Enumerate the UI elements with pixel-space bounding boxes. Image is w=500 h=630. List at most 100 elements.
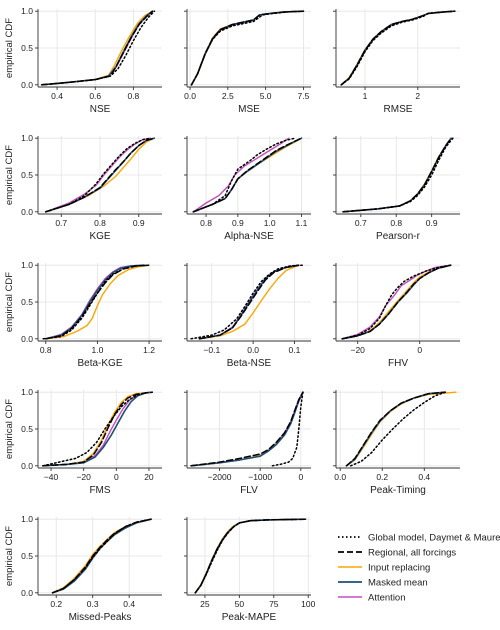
x-tick-label: 0.8: [127, 91, 139, 101]
x-tick-label: 2.5: [222, 91, 234, 101]
x-tick-label: −0.1: [203, 345, 220, 355]
series-line-global: [340, 10, 456, 86]
series-line-global: [51, 518, 152, 594]
series-line-regional: [192, 137, 303, 213]
y-tick-label: 1.0: [21, 133, 33, 143]
x-tick-label: 50: [235, 599, 245, 609]
x-axis-title: Peak-MAPE: [222, 612, 277, 623]
panel-kge: 0.7 0.8 0.9 0.0 0.5 1.0 KGE empirical CDF: [4, 133, 162, 242]
series-line-global: [349, 391, 447, 467]
x-tick-label: 0.0: [334, 472, 346, 482]
x-tick-label: 0.3: [87, 599, 99, 609]
x-tick-label: 1.1: [296, 218, 308, 228]
y-axis-title: empirical CDF: [4, 272, 15, 332]
series-line-global: [42, 391, 150, 467]
series-line-regional: [42, 391, 153, 467]
y-tick-label: 0.0: [21, 334, 33, 344]
legend: Global model, Daymet & Maurer Regional, a…: [338, 533, 500, 604]
legend-label: Input replacing: [368, 563, 430, 574]
series-line-input: [45, 264, 150, 340]
y-axis-title: empirical CDF: [4, 145, 15, 205]
x-axis-title: Pearson-r: [376, 231, 421, 242]
y-tick-label: 1.0: [21, 387, 33, 397]
series-line-attention: [192, 137, 290, 213]
y-axis-title: empirical CDF: [4, 526, 15, 586]
x-tick-label: 1.2: [143, 345, 155, 355]
x-axis-title: RMSE: [384, 104, 413, 115]
series-line-global: [194, 518, 307, 594]
y-tick-label: 0.5: [21, 170, 33, 180]
x-tick-label: 100: [301, 599, 315, 609]
series-line-global: [190, 10, 305, 86]
y-tick-label: 0.5: [21, 424, 33, 434]
x-axis-title: FLV: [240, 485, 258, 496]
x-tick-label: −40: [44, 472, 59, 482]
x-tick-label: 0.7: [355, 218, 367, 228]
series-line-global: [42, 264, 150, 340]
legend-item-regional: Regional, all forcings: [338, 548, 456, 559]
x-tick-label: 7.5: [298, 91, 310, 101]
panel-pearson-r: 0.7 0.8 0.9 Pearson-r: [333, 136, 460, 242]
x-tick-label: 0.8: [94, 218, 106, 228]
x-axis-title: MSE: [238, 104, 260, 115]
x-tick-label: 0: [298, 472, 303, 482]
series-group: [190, 264, 304, 340]
y-tick-label: 1.0: [21, 6, 33, 16]
y-axis-title: empirical CDF: [4, 18, 15, 78]
x-axis-title: Beta-NSE: [227, 358, 272, 369]
x-tick-label: 20: [144, 472, 154, 482]
series-line-input: [198, 264, 300, 340]
series-line-regional: [345, 391, 447, 467]
legend-item-input: Input replacing: [338, 563, 430, 574]
x-tick-label: 0.9: [232, 218, 244, 228]
x-axis-title: Missed-Peaks: [69, 612, 132, 623]
series-group: [190, 10, 305, 86]
y-tick-label: 0.5: [21, 297, 33, 307]
x-tick-label: 0.0: [184, 91, 196, 101]
series-group: [44, 137, 156, 213]
y-tick-label: 1.0: [21, 260, 33, 270]
panel-mse: 0.0 2.5 5.0 7.5 MSE: [184, 9, 311, 115]
x-tick-label: 0.2: [376, 472, 388, 482]
x-tick-label: −2000: [208, 472, 232, 482]
x-tick-label: 75: [269, 599, 279, 609]
legend-item-attention: Attention: [338, 593, 406, 604]
legend-item-global: Global model, Daymet & Maurer: [338, 533, 500, 544]
x-axis-title: Alpha-NSE: [224, 231, 274, 242]
legend-label: Global model, Daymet & Maurer: [368, 533, 500, 544]
x-axis-title: FHV: [388, 358, 408, 369]
x-tick-label: −20: [76, 472, 91, 482]
legend-label: Regional, all forcings: [368, 548, 456, 559]
series-line-global: [341, 264, 452, 340]
x-tick-label: 1.0: [92, 345, 104, 355]
x-tick-label: 0.8: [40, 345, 52, 355]
x-tick-label: 5.0: [260, 91, 272, 101]
x-tick-label: 1: [363, 91, 368, 101]
x-tick-label: 0.1: [289, 345, 301, 355]
series-line-global: [271, 391, 304, 467]
series-group: [190, 391, 304, 467]
x-tick-label: 2: [415, 91, 420, 101]
series-group: [341, 264, 452, 340]
series-line-global: [41, 10, 156, 86]
x-tick-label: 0.4: [418, 472, 430, 482]
chart-panels: 0.4 0.6 0.8 0.0 0.5 1.0 NSE empirical CDF 0.0 2.5…: [4, 6, 460, 623]
x-tick-label: 0.0: [247, 345, 259, 355]
y-tick-label: 0.0: [21, 588, 33, 598]
series-line-masked: [44, 264, 145, 340]
y-tick-label: 0.5: [21, 43, 33, 53]
series-line-attention: [341, 264, 452, 340]
panel-beta-kge: 0.8 1.0 1.2 0.0 0.5 1.0 Beta-KGE empirical CDF: [4, 260, 162, 369]
series-line-regional: [341, 264, 452, 340]
series-group: [51, 518, 152, 594]
x-tick-label: 0.2: [50, 599, 62, 609]
series-line-global: [192, 137, 296, 213]
x-axis-title: Peak-Timing: [370, 485, 426, 496]
series-group: [40, 10, 156, 86]
x-tick-label: 0.9: [133, 218, 145, 228]
y-tick-label: 0.0: [21, 80, 33, 90]
x-tick-label: 0.4: [51, 91, 63, 101]
panel-missed-peaks: 0.2 0.3 0.4 0.0 0.5 1.0 Missed-Peaks empirical …: [4, 514, 162, 623]
